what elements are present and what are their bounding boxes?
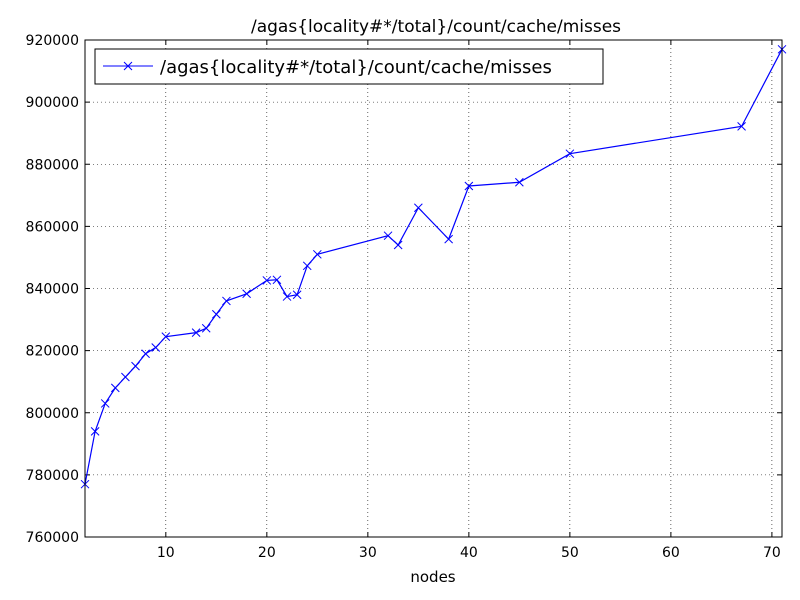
data-point-marker <box>121 372 130 382</box>
x-tick-label: 70 <box>763 545 781 561</box>
x-tick-label: 30 <box>359 545 377 561</box>
data-point-marker <box>151 343 161 352</box>
data-point-marker <box>383 231 393 241</box>
data-point-marker <box>302 261 312 271</box>
data-point-marker <box>100 399 110 408</box>
x-axis-label: nodes <box>410 568 455 586</box>
x-tick-label: 50 <box>561 545 579 561</box>
x-tick-label: 40 <box>460 545 478 561</box>
y-tick-label: 880000 <box>26 157 79 173</box>
plot-frame <box>84 39 783 538</box>
data-point-marker <box>413 203 423 213</box>
data-point-marker <box>282 292 292 301</box>
y-tick-label: 840000 <box>26 282 79 298</box>
data-point-marker <box>201 323 211 333</box>
data-point-marker <box>444 234 454 244</box>
chart-title: /agas{locality#*/total}/count/cache/miss… <box>251 17 621 37</box>
legend-marker-x <box>123 61 133 71</box>
y-tick-label: 760000 <box>26 530 79 546</box>
data-point-marker <box>242 289 251 299</box>
y-tick-labels: 760000 780000 800000 820000 840000 860000 8800… <box>26 33 79 546</box>
data-point-marker <box>222 296 231 306</box>
y-tick-label: 920000 <box>26 33 79 49</box>
y-tick-label: 820000 <box>26 344 79 360</box>
x-tick-label: 60 <box>662 545 680 561</box>
data-point-marker <box>272 275 282 285</box>
data-point-marker <box>312 249 322 259</box>
data-point-marker <box>464 181 474 191</box>
data-point-marker <box>131 361 140 371</box>
y-tick-label: 800000 <box>26 406 79 422</box>
data-point-marker <box>737 122 746 131</box>
x-tick-label: 20 <box>258 545 276 561</box>
legend-label: /agas{locality#*/total}/count/cache/miss… <box>160 57 552 78</box>
x-tick-label: 10 <box>157 545 175 561</box>
y-tick-label: 900000 <box>26 95 79 111</box>
data-point-marker <box>90 427 100 436</box>
y-tick-label: 860000 <box>26 219 79 235</box>
axis-ticks <box>85 39 782 538</box>
data-point-marker <box>292 290 302 300</box>
legend-box <box>94 48 604 85</box>
data-point-marker <box>565 149 575 159</box>
data-point-marker <box>393 240 403 250</box>
data-point-marker <box>262 276 272 285</box>
data-point-marker <box>110 383 120 393</box>
y-tick-label: 780000 <box>26 468 79 484</box>
x-tick-labels: 10 20 30 40 50 60 70 <box>157 545 781 561</box>
data-point-marker <box>211 309 221 319</box>
data-point-marker <box>141 349 150 359</box>
data-point-marker <box>161 332 171 342</box>
legend: /agas{locality#*/total}/count/cache/miss… <box>94 48 604 85</box>
data-point-marker <box>515 177 524 187</box>
data-point-marker <box>191 328 201 337</box>
